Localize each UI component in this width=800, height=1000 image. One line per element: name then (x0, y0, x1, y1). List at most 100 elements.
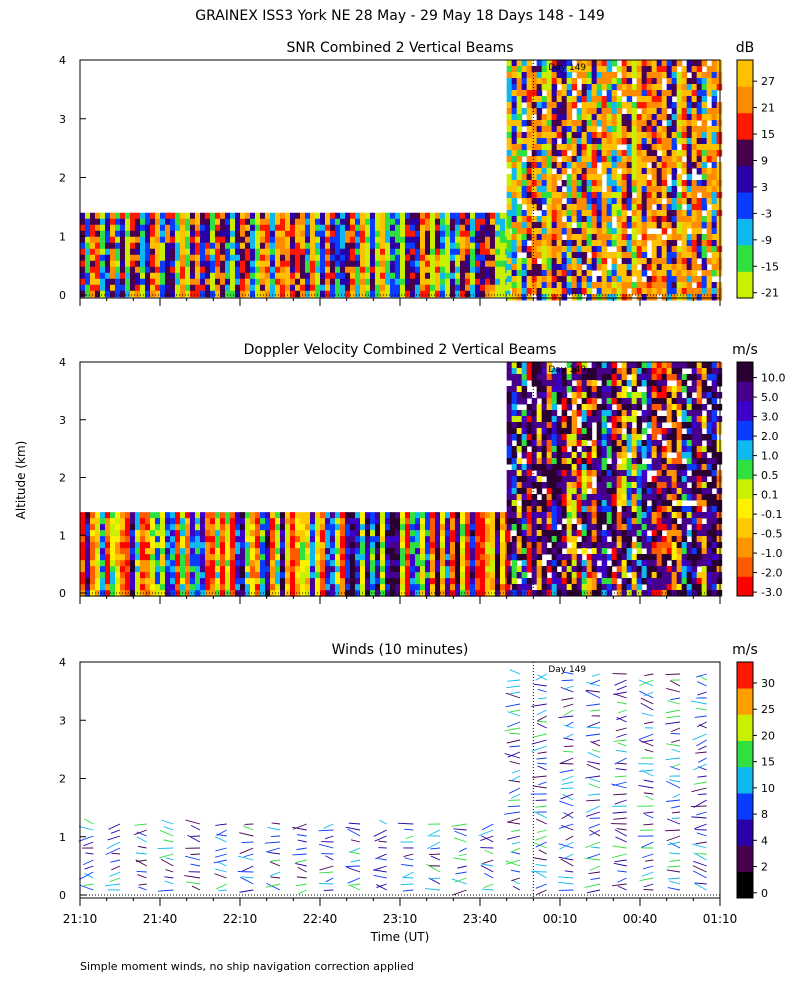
field-cell (250, 290, 256, 298)
field-cell (651, 114, 658, 121)
field-cell (180, 572, 186, 579)
field-cell (360, 248, 366, 256)
field-cell (521, 60, 528, 67)
field-cell (591, 252, 598, 259)
field-cell (606, 542, 613, 549)
field-cell (185, 266, 191, 274)
field-cell (415, 230, 421, 238)
field-cell (240, 536, 246, 543)
field-cell (445, 248, 451, 256)
field-cell (541, 120, 548, 127)
field-cell (290, 290, 296, 298)
field-cell (280, 542, 286, 549)
field-cell (531, 216, 538, 223)
field-cell (260, 284, 266, 292)
field-cell (511, 584, 518, 591)
field-cell (611, 524, 618, 531)
field-cell (521, 258, 528, 265)
field-cell (546, 368, 553, 375)
field-cell (165, 284, 171, 292)
field-cell (571, 470, 578, 477)
field-cell (495, 536, 501, 543)
field-cell (240, 236, 246, 244)
field-cell (571, 126, 578, 133)
field-cell (125, 590, 131, 597)
field-cell (250, 224, 256, 232)
field-cell (546, 416, 553, 423)
field-cell (621, 102, 628, 109)
field-cell (631, 144, 638, 151)
field-cell (335, 278, 341, 286)
field-cell (611, 192, 618, 199)
field-cell (220, 236, 226, 244)
field-cell (500, 236, 506, 244)
field-cell (666, 252, 673, 259)
field-cell (410, 230, 416, 238)
field-cell (546, 186, 553, 193)
field-cell (536, 530, 543, 537)
field-cell (445, 236, 451, 244)
field-cell (95, 584, 101, 591)
field-cell (455, 218, 461, 226)
field-cell (621, 578, 628, 585)
field-cell (561, 428, 568, 435)
field-cell (676, 72, 683, 79)
field-cell (105, 224, 111, 232)
field-cell (375, 548, 381, 555)
field-cell (125, 272, 131, 280)
field-cell (300, 230, 306, 238)
field-cell (646, 216, 653, 223)
field-cell (626, 470, 633, 477)
field-cell (335, 272, 341, 280)
field-cell (150, 518, 156, 525)
field-cell (335, 560, 341, 567)
field-cell (205, 572, 211, 579)
field-cell (636, 210, 643, 217)
field-cell (671, 294, 678, 301)
field-cell (626, 494, 633, 501)
field-cell (370, 530, 376, 537)
field-cell (591, 446, 598, 453)
field-cell (511, 102, 518, 109)
field-cell (315, 578, 321, 585)
field-cell (160, 218, 166, 226)
field-cell (405, 272, 411, 280)
field-cell (701, 288, 708, 295)
field-cell (150, 290, 156, 298)
field-cell (275, 566, 281, 573)
field-cell (255, 218, 261, 226)
field-cell (155, 266, 161, 274)
field-cell (606, 452, 613, 459)
field-cell (526, 590, 533, 597)
field-cell (420, 212, 426, 220)
field-cell (340, 260, 346, 268)
field-cell (716, 288, 723, 295)
field-cell (250, 284, 256, 292)
field-cell (706, 282, 713, 289)
field-cell (235, 212, 241, 220)
field-cell (295, 512, 301, 519)
field-cell (706, 180, 713, 187)
field-cell (636, 102, 643, 109)
field-cell (240, 566, 246, 573)
field-cell (536, 362, 543, 369)
field-cell (440, 518, 446, 525)
field-cell (531, 132, 538, 139)
field-cell (531, 524, 538, 531)
field-cell (691, 72, 698, 79)
field-cell (500, 254, 506, 262)
field-cell (646, 102, 653, 109)
field-cell (606, 84, 613, 91)
field-cell (596, 156, 603, 163)
field-cell (541, 180, 548, 187)
field-cell (671, 264, 678, 271)
field-cell (120, 566, 126, 573)
field-cell (80, 236, 86, 244)
field-cell (455, 536, 461, 543)
field-cell (691, 216, 698, 223)
field-cell (616, 210, 623, 217)
field-cell (210, 230, 216, 238)
field-cell (115, 230, 121, 238)
field-cell (546, 180, 553, 187)
field-cell (626, 222, 633, 229)
